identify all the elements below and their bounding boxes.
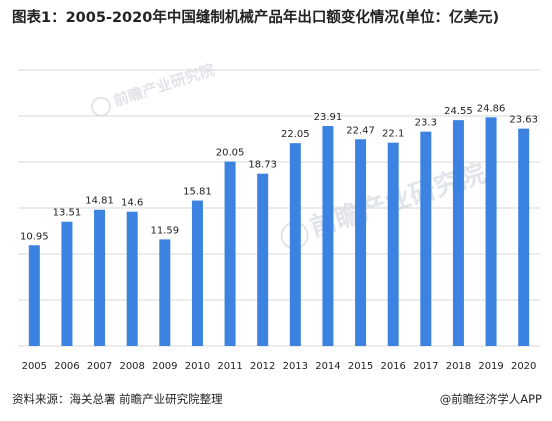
data-label: 22.05 <box>281 129 310 140</box>
data-label: 13.51 <box>53 208 82 219</box>
x-tick-label: 2008 <box>119 361 144 372</box>
x-tick-label: 2020 <box>511 361 536 372</box>
bar <box>126 211 138 346</box>
data-label: 24.55 <box>444 106 473 117</box>
x-axis-ticks: 2005 2006 2007 2008 2009 2010 2011 2012 2013 2014… <box>22 361 537 372</box>
bar <box>257 173 269 346</box>
x-tick-label: 2007 <box>87 361 112 372</box>
bar <box>355 139 367 346</box>
data-label: 18.73 <box>248 160 277 171</box>
bar <box>61 221 73 346</box>
bar <box>485 117 497 347</box>
bar <box>28 245 40 346</box>
x-tick-label: 2005 <box>22 361 47 372</box>
bars <box>28 117 530 347</box>
x-tick-label: 2015 <box>348 361 373 372</box>
bar <box>518 128 530 346</box>
data-label: 15.81 <box>183 187 212 198</box>
bar <box>224 161 236 346</box>
x-tick-label: 2013 <box>283 361 308 372</box>
data-label: 20.05 <box>216 148 245 159</box>
x-tick-label: 2010 <box>185 361 210 372</box>
bar <box>191 200 203 346</box>
bar <box>289 143 301 346</box>
x-tick-label: 2011 <box>217 361 242 372</box>
bar <box>322 126 334 346</box>
bar <box>452 120 464 346</box>
x-tick-label: 2019 <box>478 361 503 372</box>
x-tick-label: 2016 <box>380 361 405 372</box>
brand-note: @前瞻经济学人APP <box>439 392 542 406</box>
bar <box>94 209 106 346</box>
data-label: 24.86 <box>477 103 506 114</box>
data-label: 23.3 <box>415 118 437 129</box>
bar <box>159 239 171 346</box>
x-tick-label: 2012 <box>250 361 275 372</box>
data-label: 23.63 <box>509 115 538 126</box>
data-label: 14.6 <box>121 198 143 209</box>
chart-title: 图表1：2005-2020年中国缝制机械产品年出口额变化情况(单位：亿美元) <box>12 10 500 26</box>
data-label: 10.95 <box>20 231 49 242</box>
data-label: 23.91 <box>314 112 343 123</box>
data-label: 14.81 <box>85 196 114 207</box>
data-label: 11.59 <box>150 225 179 236</box>
x-tick-label: 2018 <box>446 361 471 372</box>
bar <box>387 142 399 346</box>
source-note: 资料来源：海关总署 前瞻产业研究院整理 <box>12 392 223 406</box>
x-tick-label: 2009 <box>152 361 177 372</box>
bar <box>420 131 432 346</box>
x-tick-label: 2014 <box>315 361 340 372</box>
x-tick-label: 2017 <box>413 361 438 372</box>
x-tick-label: 2006 <box>54 361 79 372</box>
data-label: 22.47 <box>346 125 375 136</box>
data-label: 22.1 <box>382 129 404 140</box>
